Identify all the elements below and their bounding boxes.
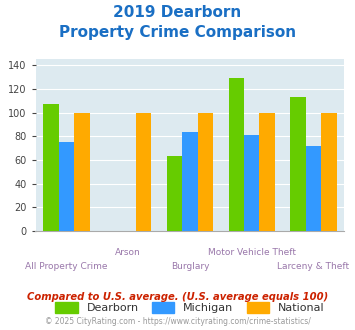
Text: Property Crime Comparison: Property Crime Comparison (59, 25, 296, 40)
Text: Burglary: Burglary (171, 262, 209, 271)
Text: © 2025 CityRating.com - https://www.cityrating.com/crime-statistics/: © 2025 CityRating.com - https://www.city… (45, 317, 310, 326)
Bar (229, 78, 244, 231)
Bar (321, 113, 337, 231)
Bar (244, 135, 260, 231)
Bar (74, 113, 89, 231)
Bar (136, 113, 151, 231)
Text: 2019 Dearborn: 2019 Dearborn (113, 5, 242, 20)
Text: Larceny & Theft: Larceny & Theft (277, 262, 350, 271)
Bar (306, 146, 321, 231)
Bar (43, 104, 59, 231)
Text: Compared to U.S. average. (U.S. average equals 100): Compared to U.S. average. (U.S. average … (27, 292, 328, 302)
Text: Arson: Arson (115, 248, 141, 257)
Bar (182, 132, 198, 231)
Text: All Property Crime: All Property Crime (25, 262, 108, 271)
Bar (167, 156, 182, 231)
Legend: Dearborn, Michigan, National: Dearborn, Michigan, National (55, 302, 324, 313)
Bar (260, 113, 275, 231)
Bar (198, 113, 213, 231)
Bar (59, 142, 74, 231)
Bar (290, 97, 306, 231)
Text: Motor Vehicle Theft: Motor Vehicle Theft (208, 248, 296, 257)
